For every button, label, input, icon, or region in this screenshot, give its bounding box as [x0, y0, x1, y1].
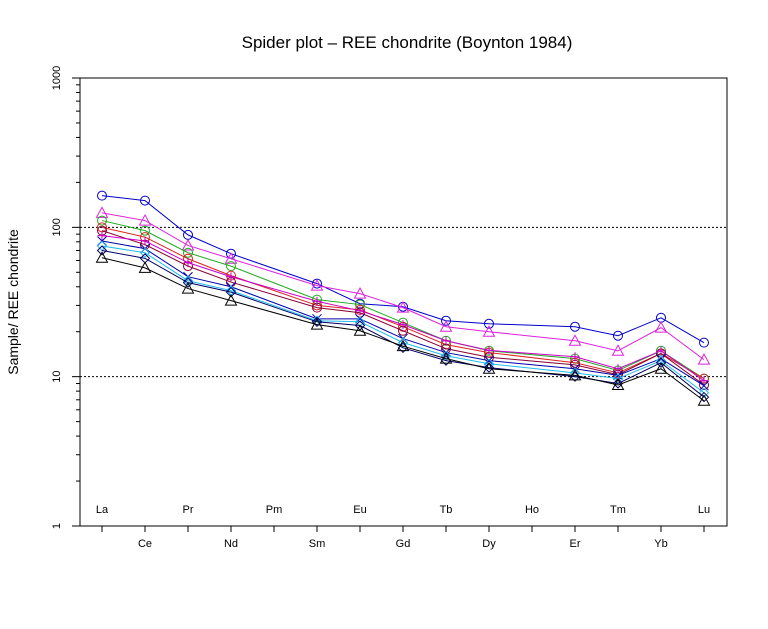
x-tick-label: Pm [266, 504, 283, 516]
triangle-marker [224, 252, 238, 264]
circle-marker [699, 337, 709, 348]
plus-marker [570, 352, 580, 362]
circle-marker [570, 321, 580, 332]
diamond-marker [311, 316, 323, 328]
diamond-marker [225, 286, 237, 298]
triangle-marker [396, 301, 410, 313]
triangle-marker [611, 344, 625, 356]
chart-title: Spider plot – REE chondrite (Boynton 198… [242, 33, 573, 52]
triangle-marker [353, 324, 367, 336]
triangle-marker [482, 362, 496, 374]
x-tick-label: La [96, 504, 109, 516]
series-line [101, 212, 705, 361]
series-1 [95, 206, 711, 365]
triangle-marker [654, 321, 668, 333]
plus-marker [398, 320, 408, 330]
diamond-marker [698, 387, 710, 398]
diamond-marker [311, 315, 323, 326]
diamond-marker [483, 362, 495, 373]
plus-marker [699, 376, 709, 386]
plus-marker [484, 345, 494, 355]
triangle-marker [568, 368, 582, 381]
y-tick-label: 100 [51, 218, 63, 236]
y-tick-label: 1 [51, 523, 63, 529]
circle-marker [226, 261, 236, 272]
diamond-marker [655, 357, 667, 368]
triangle-marker [138, 261, 152, 273]
diamond-marker [96, 245, 108, 256]
diamond-marker [182, 275, 194, 286]
series-line [101, 257, 705, 402]
x-tick-label: Ce [138, 538, 152, 550]
x-tick-label: Pr [183, 504, 194, 516]
x-marker [699, 380, 709, 391]
circle-marker [97, 215, 107, 226]
series-line [101, 195, 705, 344]
x-tick-label: Gd [396, 538, 411, 550]
circle-marker [484, 318, 494, 329]
plus-marker [656, 346, 666, 356]
triangle-marker [654, 362, 668, 374]
plus-marker [183, 258, 193, 268]
x-tick-label: Ho [525, 504, 539, 516]
plus-marker [441, 336, 451, 346]
triangle-marker [224, 294, 238, 306]
triangle-marker [310, 279, 324, 291]
plus-marker [140, 236, 150, 246]
triangle-marker [181, 238, 195, 251]
triangle-marker [138, 214, 152, 226]
circle-marker [97, 190, 107, 201]
x-tick-label: Nd [224, 538, 238, 550]
diamond-marker [354, 320, 366, 331]
x-tick-label: Yb [654, 538, 667, 550]
triangle-marker [353, 287, 367, 299]
x-tick-label: Er [570, 538, 581, 550]
triangle-marker [95, 206, 109, 218]
triangle-marker [439, 320, 453, 332]
diamond-marker [397, 337, 409, 348]
triangle-marker [181, 282, 195, 294]
y-tick-label: 10 [51, 371, 63, 383]
plus-marker [226, 272, 236, 282]
triangle-marker [568, 334, 582, 346]
x-tick-label: Tm [610, 504, 626, 516]
diamond-marker [139, 247, 151, 258]
x-tick-label: Sm [309, 538, 326, 550]
circle-marker [441, 315, 451, 326]
series-5 [97, 231, 709, 386]
triangle-marker [396, 339, 410, 352]
x-tick-label: Lu [698, 504, 710, 516]
circle-marker [140, 225, 150, 236]
triangle-marker [697, 353, 711, 365]
series-9 [95, 251, 711, 406]
x-tick-label: Tb [440, 504, 453, 516]
diamond-marker [569, 367, 581, 379]
diamond-marker [655, 355, 667, 366]
plus-marker [312, 296, 322, 306]
circle-marker [312, 278, 322, 289]
triangle-marker [95, 251, 109, 263]
triangle-marker [611, 378, 625, 390]
diamond-marker [698, 391, 710, 403]
triangle-marker [482, 325, 496, 337]
x-tick-label: Eu [353, 504, 366, 516]
y-axis-label: Sample/ REE chondrite [5, 229, 21, 375]
y-tick-label: 1000 [51, 66, 63, 90]
triangle-marker [439, 352, 453, 364]
diamond-marker [612, 378, 624, 389]
circle-marker [140, 195, 150, 206]
circle-marker [613, 330, 623, 341]
triangle-marker [697, 394, 711, 406]
plus-marker [355, 306, 365, 316]
plus-marker [613, 364, 623, 374]
x-tick-label: Dy [482, 538, 496, 550]
diamond-marker [182, 277, 194, 288]
plus-marker [97, 231, 107, 241]
diamond-marker [354, 316, 366, 328]
circle-marker [226, 248, 236, 259]
circle-marker [183, 247, 193, 258]
triangle-marker [310, 318, 324, 330]
